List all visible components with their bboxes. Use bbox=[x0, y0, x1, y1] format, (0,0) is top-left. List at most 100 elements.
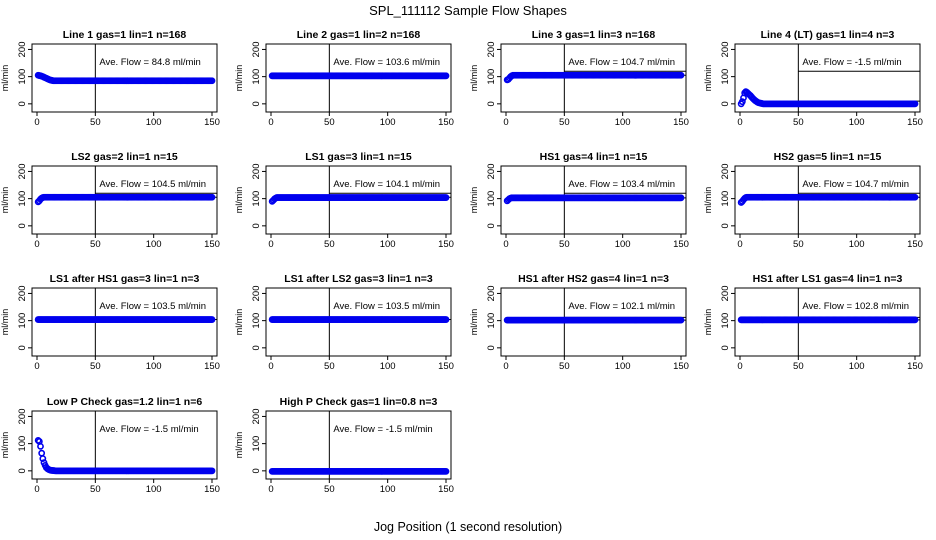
y-tick-label: 0 bbox=[486, 101, 497, 106]
y-tick-label: 100 bbox=[17, 436, 28, 452]
y-axis-label: ml/min bbox=[469, 65, 479, 92]
y-tick-label: 100 bbox=[251, 69, 262, 85]
x-tick-label: 100 bbox=[146, 239, 162, 250]
y-tick-label: 0 bbox=[17, 345, 28, 350]
y-tick-label: 100 bbox=[251, 191, 262, 207]
x-tick-label: 100 bbox=[380, 117, 396, 128]
data-point bbox=[677, 316, 685, 324]
x-tick-label: 150 bbox=[438, 239, 454, 250]
x-tick-label: 150 bbox=[438, 117, 454, 128]
x-tick-label: 50 bbox=[559, 361, 570, 372]
x-tick-label: 0 bbox=[268, 484, 273, 495]
x-tick-label: 0 bbox=[503, 239, 508, 250]
average-flow-annotation: Ave. Flow = 103.5 ml/min bbox=[99, 301, 206, 312]
x-tick-label: 100 bbox=[615, 361, 631, 372]
y-axis-label: ml/min bbox=[234, 432, 244, 459]
panel-1: Line 1 gas=1 lin=1 n=168 0 50 100 150 0 100 200… bbox=[0, 29, 220, 128]
y-tick-label: 200 bbox=[17, 409, 28, 425]
y-tick-label: 200 bbox=[251, 42, 262, 58]
data-points bbox=[503, 71, 685, 84]
average-flow-annotation: Ave. Flow = 103.6 ml/min bbox=[333, 57, 440, 68]
data-points bbox=[503, 194, 685, 205]
data-point bbox=[677, 194, 685, 202]
plot-frame bbox=[265, 43, 452, 113]
x-tick-label: 150 bbox=[204, 361, 220, 372]
panel-9: LS1 after HS1 gas=3 lin=1 n=3 0 50 100 150 0 1… bbox=[0, 273, 220, 372]
data-point bbox=[911, 193, 919, 201]
figure-x-axis-label: Jog Position (1 second resolution) bbox=[374, 520, 562, 534]
y-tick-label: 100 bbox=[486, 191, 497, 207]
plot-frame bbox=[265, 287, 452, 357]
data-point bbox=[37, 442, 44, 450]
panel-7: HS1 gas=4 lin=1 n=15 0 50 100 150 0 100 200 ml/m… bbox=[469, 151, 689, 250]
y-tick-label: 200 bbox=[251, 164, 262, 180]
panel-title: LS1 after HS1 gas=3 lin=1 n=3 bbox=[50, 273, 200, 285]
y-tick-label: 0 bbox=[251, 345, 262, 350]
panel-title: HS2 gas=5 lin=1 n=15 bbox=[774, 151, 882, 163]
y-tick-label: 200 bbox=[486, 42, 497, 58]
x-tick-label: 50 bbox=[324, 484, 335, 495]
y-axis-label: ml/min bbox=[234, 309, 244, 336]
panel-grid: Line 1 gas=1 lin=1 n=168 0 50 100 150 0 100 200… bbox=[0, 29, 923, 495]
data-points bbox=[268, 467, 450, 475]
panel-13: Low P Check gas=1.2 lin=1 n=6 0 50 100 150 0 1… bbox=[0, 396, 220, 495]
data-points bbox=[268, 194, 450, 205]
average-flow-annotation: Ave. Flow = 104.7 ml/min bbox=[568, 57, 675, 68]
y-tick-label: 200 bbox=[720, 164, 731, 180]
x-tick-label: 0 bbox=[737, 117, 742, 128]
average-flow-annotation: Ave. Flow = 104.7 ml/min bbox=[802, 179, 909, 190]
x-tick-label: 150 bbox=[907, 239, 923, 250]
x-tick-label: 150 bbox=[673, 361, 689, 372]
y-tick-label: 0 bbox=[720, 101, 731, 106]
x-tick-label: 150 bbox=[204, 117, 220, 128]
x-tick-label: 0 bbox=[34, 361, 39, 372]
x-tick-label: 0 bbox=[737, 239, 742, 250]
average-flow-annotation: Ave. Flow = 102.1 ml/min bbox=[568, 301, 675, 312]
y-tick-label: 200 bbox=[17, 164, 28, 180]
average-flow-annotation: Ave. Flow = 102.8 ml/min bbox=[802, 301, 909, 312]
y-tick-label: 100 bbox=[17, 313, 28, 329]
panel-title: LS2 gas=2 lin=1 n=15 bbox=[71, 151, 178, 163]
panel-title: High P Check gas=1 lin=0.8 n=3 bbox=[280, 396, 438, 408]
x-tick-label: 150 bbox=[907, 361, 923, 372]
x-tick-label: 100 bbox=[849, 361, 865, 372]
data-points bbox=[737, 316, 919, 324]
y-axis-label: ml/min bbox=[0, 65, 10, 92]
y-tick-label: 200 bbox=[720, 286, 731, 302]
x-tick-label: 50 bbox=[793, 117, 804, 128]
y-tick-label: 100 bbox=[720, 191, 731, 207]
data-points bbox=[34, 193, 216, 206]
panel-title: Line 4 (LT) gas=1 lin=4 n=3 bbox=[761, 29, 895, 41]
x-tick-label: 0 bbox=[34, 239, 39, 250]
x-tick-label: 100 bbox=[380, 484, 396, 495]
plot-frame bbox=[31, 43, 218, 113]
data-point bbox=[442, 72, 450, 80]
plot-frame bbox=[500, 43, 687, 113]
data-point bbox=[208, 193, 216, 201]
x-tick-label: 100 bbox=[146, 361, 162, 372]
x-tick-label: 100 bbox=[380, 361, 396, 372]
panel-title: HS1 after HS2 gas=4 lin=1 n=3 bbox=[518, 273, 669, 285]
plot-frame bbox=[500, 287, 687, 357]
y-tick-label: 100 bbox=[486, 313, 497, 329]
x-tick-label: 0 bbox=[503, 117, 508, 128]
x-tick-label: 150 bbox=[907, 117, 923, 128]
plot-frame bbox=[265, 165, 452, 235]
panel-title: HS1 gas=4 lin=1 n=15 bbox=[540, 151, 648, 163]
panel-title: Low P Check gas=1.2 lin=1 n=6 bbox=[47, 396, 202, 408]
y-axis-label: ml/min bbox=[469, 187, 479, 214]
panel-8: HS2 gas=5 lin=1 n=15 0 50 100 150 0 100 200 ml/m… bbox=[703, 151, 923, 250]
data-points bbox=[737, 193, 919, 206]
data-points bbox=[737, 88, 919, 108]
average-flow-annotation: Ave. Flow = -1.5 ml/min bbox=[99, 424, 198, 435]
x-tick-label: 150 bbox=[673, 239, 689, 250]
y-tick-label: 0 bbox=[720, 345, 731, 350]
y-axis-label: ml/min bbox=[234, 187, 244, 214]
y-tick-label: 200 bbox=[486, 164, 497, 180]
panel-2: Line 2 gas=1 lin=2 n=168 0 50 100 150 0 100 200… bbox=[234, 29, 454, 128]
panel-title: Line 2 gas=1 lin=2 n=168 bbox=[297, 29, 421, 41]
data-point bbox=[208, 77, 216, 85]
panel-10: LS1 after LS2 gas=3 lin=1 n=3 0 50 100 150 0 1… bbox=[234, 273, 454, 372]
